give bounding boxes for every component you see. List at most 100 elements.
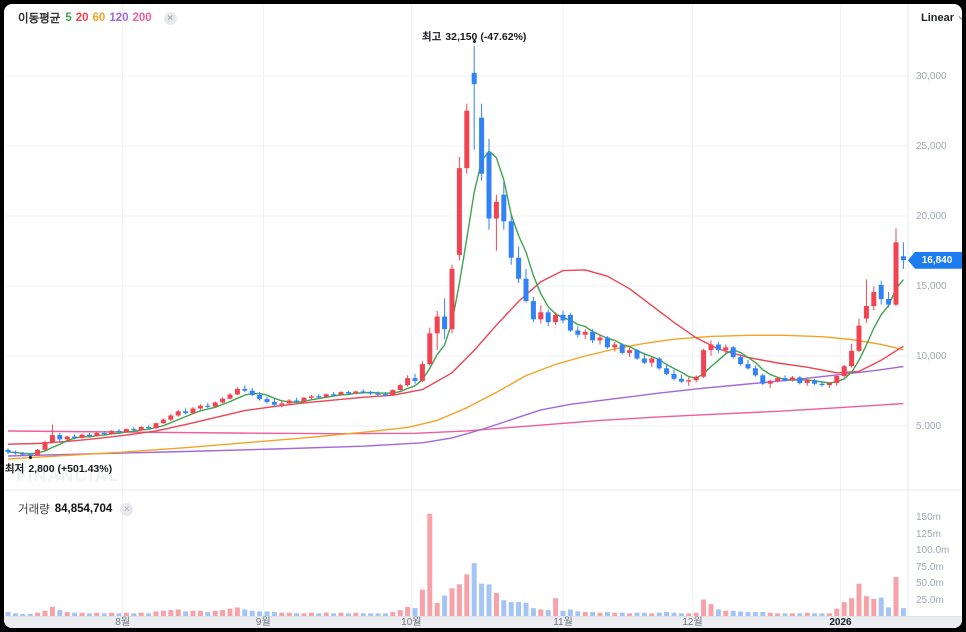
candle bbox=[775, 378, 781, 381]
candle bbox=[641, 358, 647, 363]
candle bbox=[479, 117, 485, 174]
price-volume-chart[interactable] bbox=[4, 4, 962, 616]
candle bbox=[545, 312, 551, 323]
candle bbox=[220, 398, 226, 403]
candle bbox=[153, 423, 159, 429]
ma-period-200[interactable]: 200 bbox=[132, 12, 152, 24]
time-tick-label: 2026 bbox=[829, 617, 852, 628]
candle bbox=[442, 316, 448, 330]
candle bbox=[205, 405, 211, 407]
ma-period-60[interactable]: 60 bbox=[92, 12, 106, 24]
price-tick-label: 15,000 bbox=[916, 281, 947, 292]
candle bbox=[560, 314, 566, 321]
candle bbox=[715, 344, 721, 351]
candle bbox=[323, 394, 329, 398]
candle bbox=[456, 168, 462, 255]
candle bbox=[649, 358, 655, 363]
ma20-line bbox=[7, 269, 904, 445]
candle bbox=[242, 388, 248, 391]
low-annotation-value: 2,800 bbox=[28, 462, 55, 475]
candle bbox=[686, 380, 692, 382]
candle bbox=[94, 433, 100, 437]
ma-period-list: 5 20 60 120 200 bbox=[65, 12, 155, 24]
candle bbox=[627, 350, 633, 353]
ma-period-20[interactable]: 20 bbox=[75, 12, 89, 24]
candle bbox=[301, 397, 307, 402]
candle bbox=[760, 375, 766, 384]
high-annotation: 최고 32,150 (-47.62%) bbox=[419, 29, 529, 44]
scale-selector[interactable]: Linear bbox=[921, 12, 962, 24]
candle bbox=[57, 435, 63, 440]
candle bbox=[116, 430, 122, 433]
candle bbox=[212, 402, 218, 407]
chevron-down-icon bbox=[958, 16, 962, 21]
candle bbox=[789, 377, 795, 381]
candle bbox=[331, 394, 337, 396]
candle bbox=[693, 376, 699, 381]
candle bbox=[590, 331, 596, 341]
ma200-line bbox=[7, 402, 904, 435]
volume-tick-label: 125m bbox=[916, 528, 942, 540]
volume-tick-label: 100.0m bbox=[916, 545, 950, 556]
candle bbox=[708, 344, 714, 351]
candle bbox=[397, 385, 403, 391]
close-icon[interactable]: × bbox=[120, 502, 134, 516]
candle bbox=[405, 378, 411, 386]
close-icon[interactable]: × bbox=[163, 11, 177, 25]
candle bbox=[516, 257, 522, 279]
candle bbox=[812, 380, 818, 384]
volume-tick-label: 25.0m bbox=[916, 594, 944, 606]
candle bbox=[745, 364, 751, 369]
low-point-dot bbox=[28, 455, 32, 459]
candle bbox=[109, 430, 115, 435]
candle bbox=[27, 454, 33, 456]
candle bbox=[264, 399, 270, 402]
candle bbox=[819, 383, 825, 386]
high-annotation-prefix: 최고 bbox=[421, 30, 442, 43]
volume-header-title: 거래량 bbox=[18, 504, 50, 516]
candle bbox=[493, 201, 499, 219]
candle bbox=[286, 400, 292, 404]
ma-period-5[interactable]: 5 bbox=[65, 12, 72, 24]
volume-header: 거래량 84,854,704 × bbox=[18, 501, 134, 517]
candle bbox=[86, 434, 92, 437]
candle bbox=[567, 314, 573, 331]
candle bbox=[138, 426, 144, 431]
time-tick-label: 11월 bbox=[553, 617, 573, 628]
price-tick-label: 30,000 bbox=[916, 71, 947, 82]
candle bbox=[131, 429, 137, 431]
current-price-badge: 16,840 bbox=[908, 251, 962, 269]
candle bbox=[893, 242, 899, 305]
candle bbox=[575, 330, 581, 335]
candle bbox=[390, 390, 396, 395]
candle bbox=[597, 337, 603, 341]
candle bbox=[20, 453, 26, 455]
low-annotation-prefix: 최저 bbox=[5, 462, 25, 475]
candle bbox=[12, 451, 18, 454]
candle bbox=[42, 442, 48, 450]
candle bbox=[79, 434, 85, 438]
candle bbox=[701, 350, 707, 377]
candle bbox=[841, 366, 847, 377]
candle bbox=[227, 394, 233, 399]
candle bbox=[604, 337, 610, 348]
candle bbox=[664, 368, 670, 374]
candle bbox=[368, 392, 374, 394]
candle bbox=[486, 152, 492, 219]
time-tick-label: 10월 bbox=[401, 617, 422, 628]
volume-bars bbox=[5, 513, 906, 616]
candle bbox=[175, 411, 181, 416]
candle bbox=[553, 314, 559, 323]
ma-period-120[interactable]: 120 bbox=[109, 12, 129, 24]
time-axis: 8월 9월 10월 11월 12월 2026 bbox=[4, 616, 962, 628]
candle bbox=[271, 401, 277, 405]
panel-separators bbox=[4, 4, 962, 616]
candle bbox=[294, 400, 300, 402]
candle bbox=[49, 435, 55, 443]
candle bbox=[619, 344, 625, 353]
price-tick-label: 20,000 bbox=[916, 211, 947, 222]
high-annotation-change: (-47.62%) bbox=[480, 30, 527, 43]
candle bbox=[427, 333, 433, 365]
candle bbox=[582, 331, 588, 335]
